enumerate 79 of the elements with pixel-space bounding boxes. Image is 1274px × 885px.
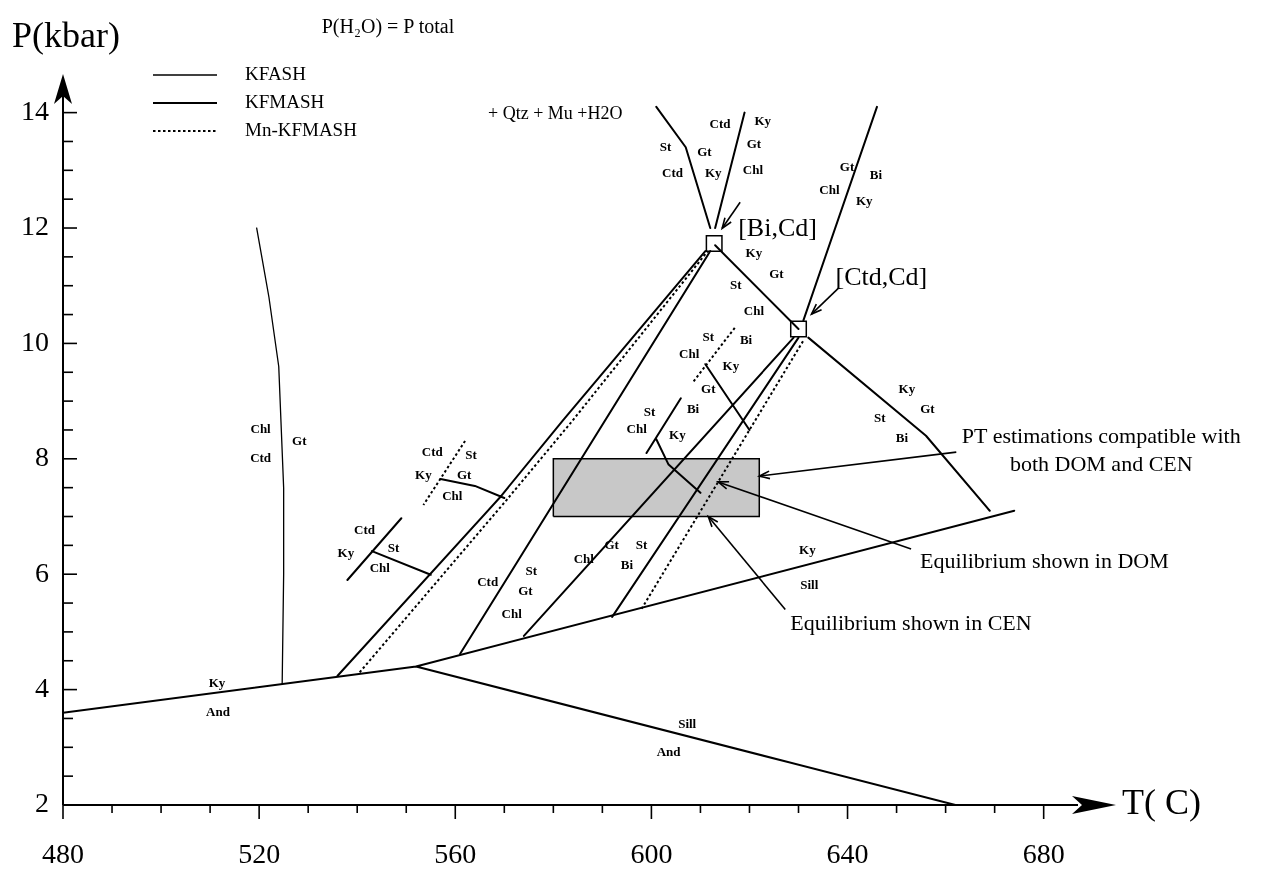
y-axis-title: P(kbar) bbox=[12, 15, 120, 56]
annotation: Ky bbox=[415, 467, 433, 483]
annotation: Ctd bbox=[709, 115, 732, 131]
annotation: Gt bbox=[518, 582, 534, 598]
legend-label: Mn-KFMASH bbox=[245, 118, 358, 140]
annotation: Bi bbox=[739, 331, 753, 347]
x-axis-title: T( C) bbox=[1122, 782, 1201, 823]
annotation: St bbox=[525, 562, 538, 578]
annotation: Chl bbox=[742, 161, 764, 177]
annotation: Ky bbox=[754, 112, 772, 128]
annotation: Bi bbox=[686, 401, 700, 417]
annotation: St bbox=[465, 447, 478, 463]
annotation: Ky bbox=[799, 542, 817, 558]
annotation: Bi bbox=[895, 429, 909, 445]
annotation: + Qtz + Mu +H2O bbox=[488, 102, 623, 123]
x-tick-label: 560 bbox=[434, 838, 477, 870]
annotation: Chl bbox=[501, 605, 523, 621]
annotation: PT estimations compatible with both DOM and CEN bbox=[961, 422, 1241, 477]
y-tick-label: 2 bbox=[35, 787, 49, 819]
annotation: [Bi,Cd] bbox=[738, 213, 817, 243]
y-tick-label: 12 bbox=[21, 210, 49, 242]
annotation: St bbox=[702, 329, 715, 344]
annotation: Gt bbox=[697, 144, 713, 160]
annotation: Gt bbox=[456, 467, 472, 483]
annotation: Gt bbox=[769, 265, 785, 281]
annotation: St bbox=[729, 277, 743, 293]
annotation: Ctd bbox=[421, 444, 444, 460]
annotation: Bi bbox=[620, 556, 634, 572]
annotation: Equilibrium shown in DOM bbox=[920, 547, 1169, 573]
x-tick-label: 520 bbox=[238, 838, 281, 870]
annotation: Ky bbox=[337, 545, 355, 561]
annotation: Ky bbox=[898, 380, 916, 396]
legend-label: KFMASH bbox=[245, 90, 325, 112]
annotation: Ky bbox=[669, 427, 687, 443]
annotation: Equilibrium shown in CEN bbox=[790, 610, 1032, 636]
annotation: St bbox=[387, 539, 400, 555]
y-tick-label: 6 bbox=[35, 556, 49, 588]
annotation: Chl bbox=[743, 303, 765, 319]
annotation: Ctd bbox=[250, 450, 272, 466]
annotation: Gt bbox=[701, 380, 717, 396]
annotation: Chl bbox=[679, 346, 700, 362]
x-tick-label: 600 bbox=[630, 838, 673, 870]
annotation: Chl bbox=[819, 181, 840, 197]
annotation: Chl bbox=[626, 421, 648, 437]
annotation: St bbox=[874, 409, 887, 425]
annotation: Bi bbox=[869, 167, 883, 183]
x-tick-label: 680 bbox=[1022, 838, 1065, 870]
y-tick-label: 4 bbox=[35, 671, 49, 703]
y-tick-label: 8 bbox=[35, 441, 49, 473]
annotation: Gt bbox=[920, 401, 936, 417]
chart-title: P(H₂O) = P total bbox=[321, 15, 455, 39]
annotation: St bbox=[659, 138, 673, 154]
annotation: Ctd bbox=[354, 522, 376, 538]
x-tick-label: 480 bbox=[42, 838, 84, 870]
annotation: Chl bbox=[369, 559, 391, 575]
annotation: Ky bbox=[208, 675, 226, 691]
annotation: Ky bbox=[855, 193, 874, 209]
legend-label: KFASH bbox=[245, 62, 307, 84]
annotation: And bbox=[656, 744, 682, 760]
x-tick-label: 640 bbox=[826, 838, 869, 870]
annotation: Ky bbox=[722, 357, 740, 373]
annotation: Gt bbox=[292, 432, 308, 448]
annotation: Ctd bbox=[662, 164, 684, 180]
annotation: Sill bbox=[678, 715, 697, 731]
annotation: [Ctd,Cd] bbox=[835, 261, 928, 291]
annotation: St bbox=[635, 536, 649, 552]
annotation: Gt bbox=[839, 158, 855, 174]
annotation: St bbox=[643, 404, 656, 420]
annotation: And bbox=[206, 704, 231, 720]
annotation: Sill bbox=[800, 577, 819, 593]
annotation: Ctd bbox=[477, 574, 499, 590]
y-tick-label: 14 bbox=[21, 94, 49, 126]
annotation: Chl bbox=[573, 551, 595, 567]
y-tick-label: 10 bbox=[21, 325, 49, 357]
annotation: Gt bbox=[746, 135, 762, 151]
annotation: Ky bbox=[745, 245, 763, 261]
annotation: Ky bbox=[704, 164, 722, 180]
annotation: Chl bbox=[250, 421, 272, 437]
annotation: Chl bbox=[442, 487, 463, 503]
